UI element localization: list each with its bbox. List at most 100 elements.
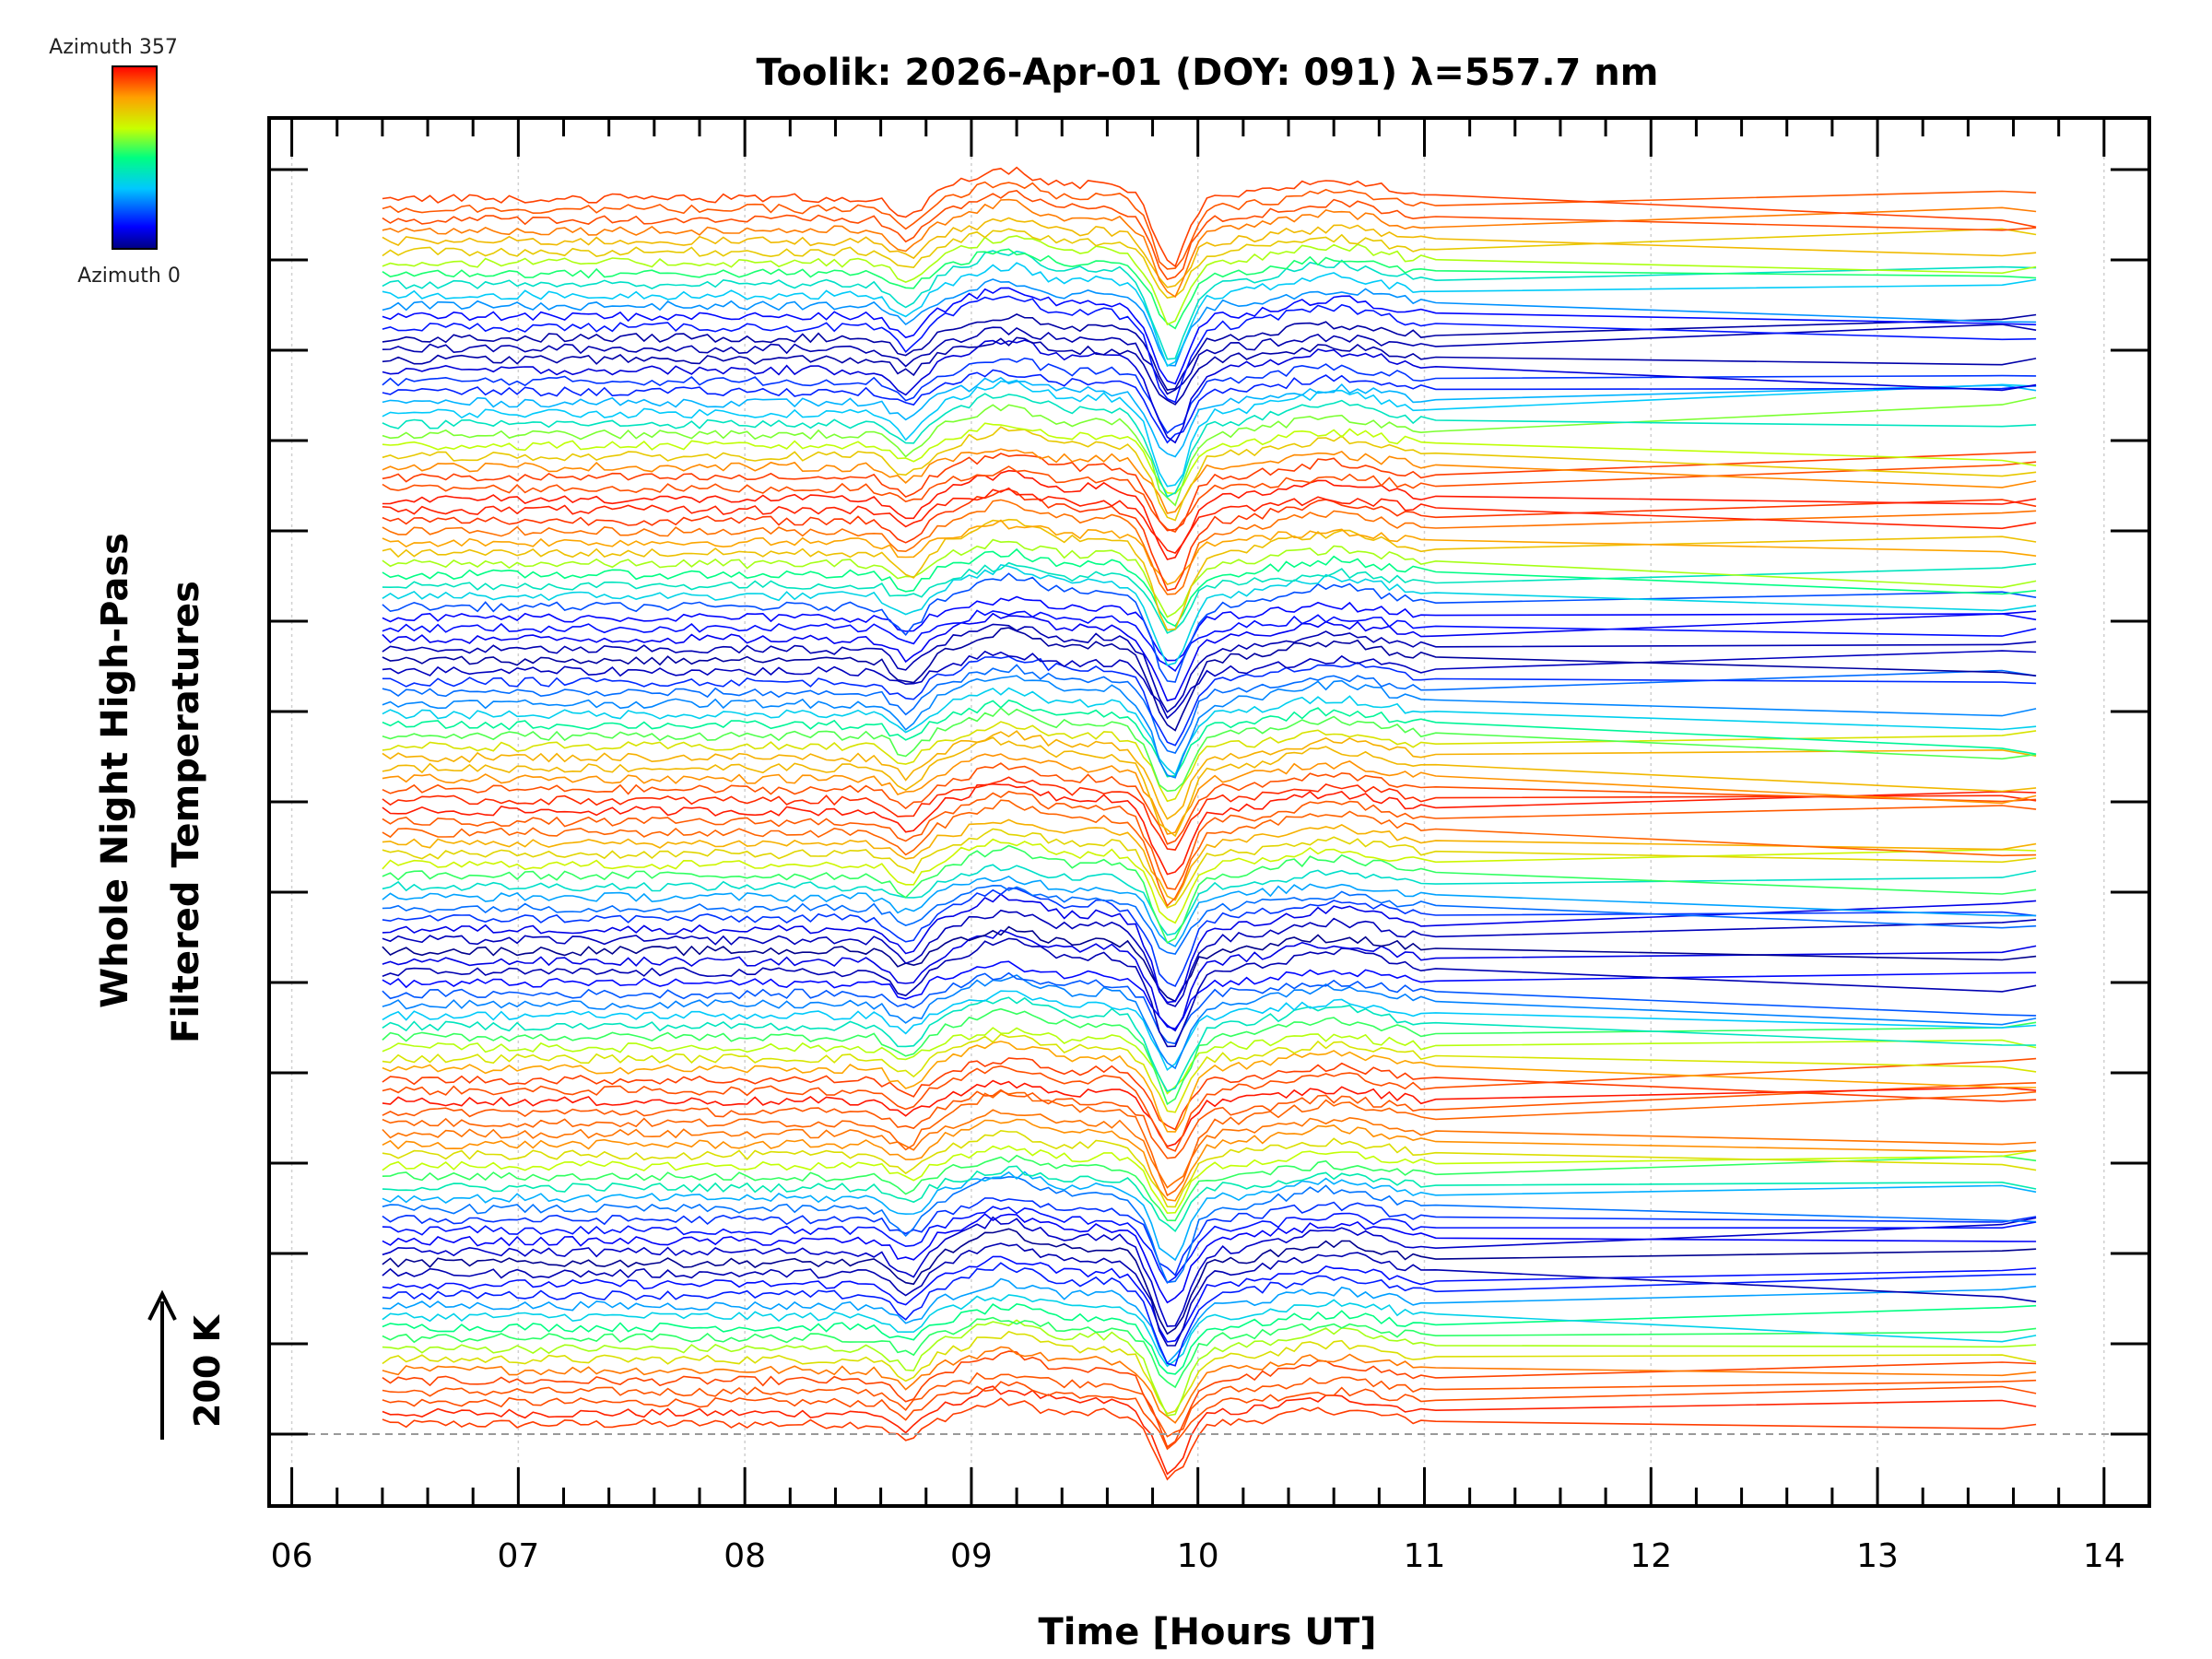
series-line <box>382 262 2037 368</box>
series-line <box>382 838 2037 924</box>
series-line <box>382 884 2037 955</box>
series-line <box>382 1346 2037 1424</box>
series-line <box>382 1007 2037 1106</box>
series-line <box>382 937 2037 1048</box>
series-line <box>382 469 2037 560</box>
series-line <box>382 339 2037 444</box>
series-line <box>382 887 2037 988</box>
series-line <box>382 1216 2037 1327</box>
series-line <box>382 1385 2037 1476</box>
series-line <box>382 1129 2037 1208</box>
series-line <box>382 595 2037 662</box>
ticks <box>269 118 2149 1506</box>
series-line <box>382 369 2037 444</box>
series-line <box>382 181 2037 270</box>
y-axis-label-line1: Whole Night High-Pass <box>94 533 136 1008</box>
series-line <box>382 278 2037 367</box>
series-line <box>382 287 2037 385</box>
series-line <box>382 1057 2037 1152</box>
series-line <box>382 488 2037 592</box>
colorbar-max-label: Azimuth 357 <box>49 36 178 59</box>
series-line <box>382 1175 2037 1284</box>
series-line <box>382 782 2037 876</box>
series-line <box>382 376 2037 458</box>
series-line <box>382 422 2037 495</box>
x-tick-label: 13 <box>1856 1537 1899 1575</box>
series-line <box>382 1255 2037 1343</box>
series-line <box>382 228 2037 299</box>
series-line <box>382 699 2037 778</box>
series-line <box>382 818 2037 901</box>
colorbar-min-label: Azimuth 0 <box>77 265 181 288</box>
series-line <box>382 357 2037 435</box>
series-line <box>382 248 2037 330</box>
series-line <box>382 844 2037 944</box>
series-line <box>382 461 2037 533</box>
series-line <box>382 675 2037 779</box>
series-line <box>382 1079 2037 1147</box>
series-line <box>382 730 2037 820</box>
series-line <box>382 790 2037 890</box>
y-axis-label-line2: Filtered Temperatures <box>165 581 207 1043</box>
series-line <box>382 609 2037 673</box>
series-line <box>382 721 2037 803</box>
series-line <box>382 379 2037 488</box>
series-line <box>382 776 2037 851</box>
series-line <box>382 217 2037 288</box>
series-line <box>382 753 2037 835</box>
series-line <box>382 1027 2037 1095</box>
series-line <box>382 324 2037 395</box>
series-line <box>382 828 2037 909</box>
series-line <box>382 1316 2037 1389</box>
series-line <box>382 1262 2037 1367</box>
series-line <box>382 1082 2037 1159</box>
series-line <box>382 1145 2037 1215</box>
series-line <box>382 448 2037 514</box>
series-line <box>382 799 2037 908</box>
series-line <box>382 487 2037 555</box>
x-tick-labels: 06 07 08 09 10 11 12 13 14 <box>271 1537 2125 1575</box>
series-line <box>382 1154 2037 1222</box>
series-line <box>382 336 2037 406</box>
series-line <box>382 610 2037 702</box>
series-line <box>382 1242 2037 1347</box>
scale-bar-arrowhead <box>147 1289 177 1321</box>
series-line <box>382 1109 2037 1189</box>
scale-bar-label: 200 K <box>187 1313 228 1428</box>
series-line <box>382 235 2037 326</box>
series-line <box>382 1206 2037 1284</box>
series-line <box>382 623 2037 713</box>
series-line <box>382 762 2037 845</box>
series-line <box>382 1118 2037 1202</box>
series-line <box>382 875 2037 947</box>
x-axis-label: Time [Hours UT] <box>1039 1611 1377 1653</box>
x-tick-label: 10 <box>1177 1537 1219 1575</box>
series-line <box>382 707 2037 793</box>
series-line <box>382 650 2037 720</box>
series-line <box>382 547 2037 628</box>
x-tick-label: 12 <box>1630 1537 1672 1575</box>
series-line <box>382 1228 2037 1335</box>
series-line <box>382 166 2037 268</box>
series-line <box>382 971 2037 1045</box>
series-line <box>382 295 2037 404</box>
series-line <box>382 1197 2037 1277</box>
series-line <box>382 925 2037 1003</box>
series-line <box>382 1041 2037 1133</box>
series-line <box>382 687 2037 776</box>
series-line <box>382 1350 2037 1449</box>
series-line <box>382 1294 2037 1368</box>
series-line <box>382 1057 2037 1131</box>
series-line <box>382 929 2037 1032</box>
series-line <box>382 499 2037 595</box>
chart-title: Toolik: 2026-Apr-01 (DOY: 091) λ=557.7 n… <box>757 52 1659 94</box>
colorbar <box>112 65 158 250</box>
series-line <box>382 313 2037 391</box>
series-line <box>382 990 2037 1072</box>
series-line <box>382 519 2037 586</box>
series-line <box>382 393 2037 498</box>
series-group <box>382 166 2037 1481</box>
series-line <box>382 960 2037 1030</box>
x-tick-label: 08 <box>724 1537 766 1575</box>
series-line <box>382 451 2037 532</box>
